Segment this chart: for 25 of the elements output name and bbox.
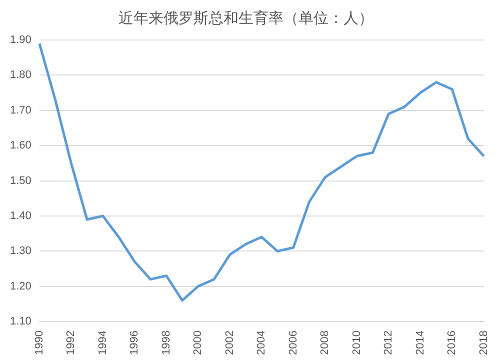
x-tick-label: 2018 xyxy=(478,330,490,356)
x-tick-label: 1992 xyxy=(65,330,78,356)
x-tick-label: 2006 xyxy=(287,330,300,356)
x-tick-label: 2008 xyxy=(319,330,332,356)
y-tick-label: 1.60 xyxy=(10,140,32,152)
y-tick-label: 1.30 xyxy=(10,245,32,258)
x-tick-label: 2002 xyxy=(224,330,236,356)
y-tick-label: 1.10 xyxy=(10,316,32,328)
y-tick-label: 1.70 xyxy=(10,104,32,116)
x-tick-label: 1990 xyxy=(33,330,46,356)
x-tick-label: 2010 xyxy=(350,330,363,356)
y-tick-label: 1.20 xyxy=(10,280,32,292)
x-tick-label: 2012 xyxy=(382,330,395,356)
y-tick-label: 1.80 xyxy=(10,69,32,82)
chart-title: 近年来俄罗斯总和生育率（单位：人） xyxy=(118,8,374,27)
x-tick-label: 1998 xyxy=(160,330,172,356)
y-tick-label: 1.50 xyxy=(10,174,32,187)
x-tick-label: 2014 xyxy=(414,330,426,356)
x-tick-label: 1994 xyxy=(96,330,109,356)
x-tick-label: 2000 xyxy=(192,330,204,356)
x-tick-label: 1996 xyxy=(128,330,141,356)
y-tick-label: 1.40 xyxy=(10,210,32,222)
x-tick-label: 2016 xyxy=(446,330,458,356)
y-tick-label: 1.90 xyxy=(10,34,32,46)
x-tick-label: 2004 xyxy=(256,330,268,356)
